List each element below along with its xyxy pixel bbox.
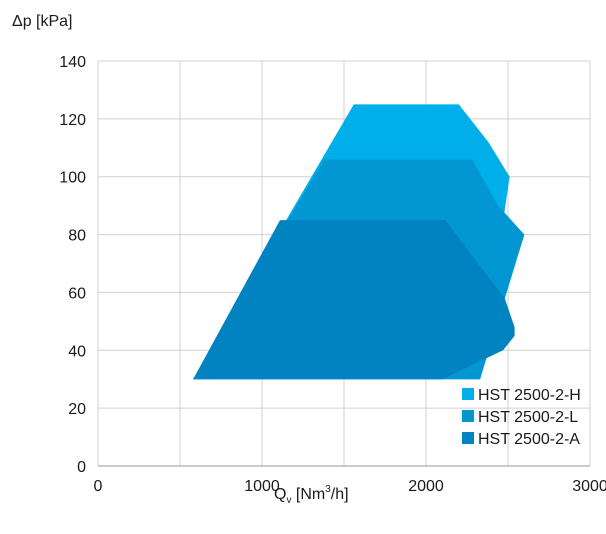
legend-label: HST 2500-2-H <box>478 387 581 404</box>
x-tick-label: 0 <box>94 478 103 495</box>
series-area-hst-2500-2-a <box>193 220 515 380</box>
x-tick-label: 1000 <box>244 478 280 495</box>
legend-label: HST 2500-2-L <box>478 409 578 426</box>
y-tick-label: 100 <box>59 170 86 187</box>
legend-swatch <box>462 388 474 400</box>
y-tick-label: 140 <box>59 54 86 71</box>
x-tick-labels: 0 1000 2000 3000 <box>94 478 606 495</box>
series-areas <box>193 104 525 380</box>
x-axis-title-subscript: v <box>286 495 291 506</box>
legend-swatch <box>462 410 474 422</box>
x-axis-title-unit-end: /h] <box>331 486 349 503</box>
y-tick-label: 40 <box>68 343 86 360</box>
legend-swatch <box>462 432 474 444</box>
legend-label: HST 2500-2-A <box>478 431 580 448</box>
x-axis-title-unit: [Nm <box>291 486 325 503</box>
y-tick-labels: 0 20 40 60 80 100 120 140 <box>59 54 86 476</box>
y-tick-label: 20 <box>68 401 86 418</box>
x-tick-label: 3000 <box>572 478 606 495</box>
y-axis-title: Δp [kPa] <box>12 13 73 30</box>
y-tick-label: 60 <box>68 285 86 302</box>
x-axis-title-superscript: 3 <box>325 484 331 495</box>
x-axis-title: Qv [Nm3/h] <box>274 484 349 506</box>
y-tick-label: 120 <box>59 112 86 129</box>
x-axis-title-main: Q <box>274 486 286 503</box>
x-tick-label: 2000 <box>408 478 444 495</box>
y-tick-label: 0 <box>77 459 86 476</box>
legend: HST 2500-2-H HST 2500-2-L HST 2500-2-A <box>462 387 581 448</box>
y-tick-label: 80 <box>68 228 86 245</box>
